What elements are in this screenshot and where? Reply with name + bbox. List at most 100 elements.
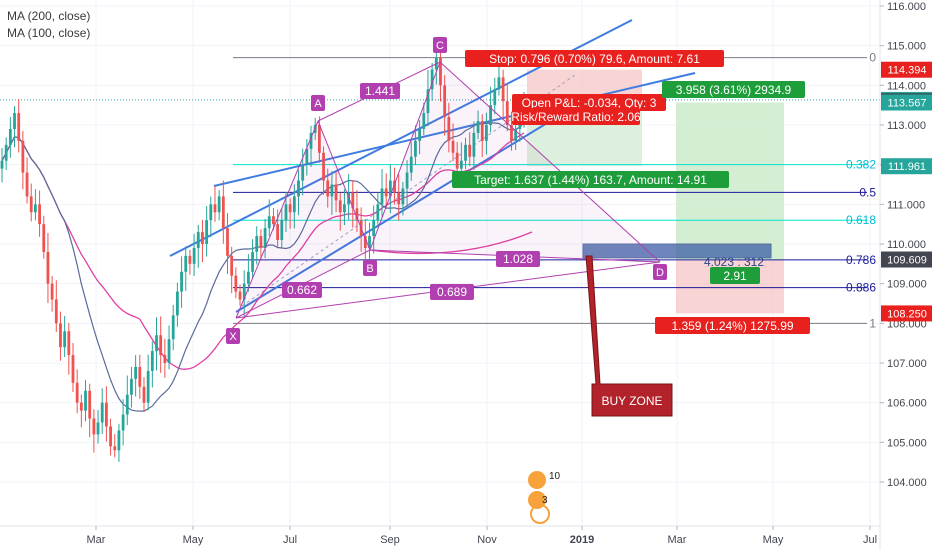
candle-body: [242, 283, 246, 300]
candle-body: [426, 89, 430, 114]
candle-body: [17, 113, 21, 141]
candle-body: [468, 144, 472, 157]
fib-level-label: 0.786: [846, 253, 876, 267]
candle-body: [46, 251, 50, 284]
candle-body: [217, 196, 221, 213]
time-tick-label: Jul: [863, 534, 877, 546]
pattern-point-label: D: [656, 267, 664, 279]
time-tick-label: Nov: [477, 534, 497, 546]
candle-body: [117, 430, 121, 451]
stop-label-bg: [465, 50, 724, 67]
time-tick-label: Jul: [283, 534, 297, 546]
candle-body: [439, 57, 442, 86]
candle-body: [322, 152, 325, 181]
price-tick-label: 107.000: [887, 358, 927, 370]
price-tag: 109.609: [887, 255, 927, 267]
candle-body: [184, 255, 188, 272]
price-tick-label: 115.000: [887, 41, 926, 53]
candle-body: [480, 121, 484, 141]
candle-body: [109, 426, 112, 447]
candle-body: [63, 331, 67, 348]
candle-body: [25, 172, 29, 197]
candle-body: [505, 101, 509, 125]
time-tick-label: Mar: [668, 534, 687, 546]
candle-body: [489, 105, 492, 125]
target-label-bg: [452, 171, 729, 188]
price-tick-label: 116.000: [887, 1, 926, 13]
loss-label-bg: [655, 317, 810, 334]
candle-body: [205, 220, 209, 244]
candle-body: [497, 77, 501, 90]
candle-body: [384, 188, 388, 197]
candle-body: [96, 422, 100, 435]
candle-body: [121, 414, 125, 431]
candle-body: [288, 204, 292, 213]
candle-body: [464, 144, 467, 161]
pattern-ratio-label: 0.689: [437, 285, 467, 299]
pattern-point-badge: [311, 95, 325, 111]
candle-body: [409, 156, 413, 173]
candle-body: [401, 188, 405, 205]
candle-body: [255, 236, 259, 252]
moving-averages: [1, 122, 533, 412]
loss-label: 1.359 (1.24%) 1275.99: [671, 319, 793, 333]
candle-body: [34, 204, 37, 213]
candle-body: [472, 132, 476, 157]
candle-body: [380, 188, 384, 205]
channel-line: [235, 99, 586, 313]
candle-body: [79, 402, 83, 411]
stop-label: Stop: 0.796 (0.70%) 79.6, Amount: 7.61: [489, 52, 700, 66]
pattern-bcd-fill: [370, 62, 660, 262]
position-labels: Stop: 0.796 (0.70%) 79.6, Amount: 7.61 Op…: [452, 50, 810, 334]
price-tick-label: 109.000: [887, 279, 927, 291]
legend-ma100[interactable]: MA (100, close): [7, 26, 91, 40]
candle-body: [13, 113, 16, 129]
candle-body: [130, 378, 133, 395]
price-tag-bg: [881, 61, 932, 78]
candle-body: [209, 204, 213, 221]
time-axis: Mar May Jul Sep Nov 2019 Mar May Jul: [0, 525, 880, 546]
candle-body: [297, 180, 300, 197]
channel-line: [213, 72, 696, 187]
pattern-leg: [317, 120, 371, 251]
pattern-point-label: B: [366, 263, 373, 275]
ma100-line: [1, 122, 525, 412]
risk-reward-label: Risk/Reward Ratio: 2.06: [511, 110, 641, 124]
candle-body: [301, 164, 305, 181]
candle-body: [493, 89, 497, 106]
candle-body: [351, 192, 355, 209]
mid-box-label: 4.023 : 312: [704, 255, 764, 269]
mid-ratio-label-bg: [710, 267, 760, 284]
pattern-point-badge: [363, 260, 377, 276]
fib-level-label: 0.886: [846, 281, 876, 295]
candle-body: [414, 140, 417, 157]
candle-body: [317, 125, 321, 153]
candle-body: [201, 232, 204, 244]
fib-level-label: 0.618: [846, 213, 876, 227]
pattern-point-badge: [653, 264, 667, 280]
candle-body: [292, 196, 296, 213]
legend-ma200[interactable]: MA (200, close): [7, 9, 91, 23]
pattern-ratio-label: 1.028: [503, 252, 533, 266]
open-pnl-label: Open P&L: -0.034, Qty: 3: [522, 96, 657, 110]
candle-body: [238, 291, 242, 300]
candle-body: [180, 271, 183, 292]
indicator-legend: MA (200, close) MA (100, close): [7, 8, 90, 42]
candle-body: [138, 366, 142, 387]
price-tick-label: 106.000: [887, 398, 927, 410]
candle-body: [192, 247, 196, 264]
time-tick-label: May: [763, 534, 784, 546]
candle-body: [234, 275, 238, 292]
time-tick-label: Sep: [380, 534, 400, 546]
candle-body: [146, 370, 150, 403]
candle-body: [221, 196, 225, 229]
candle-body: [213, 204, 217, 213]
pattern-ratio-badge: [282, 282, 322, 298]
candle-body: [29, 196, 33, 213]
pattern-ratio-badge: [360, 83, 400, 99]
candle-body: [59, 323, 62, 348]
candle-body: [363, 236, 367, 248]
price-tag-bg: [881, 305, 932, 322]
pattern-leg: [369, 61, 441, 251]
